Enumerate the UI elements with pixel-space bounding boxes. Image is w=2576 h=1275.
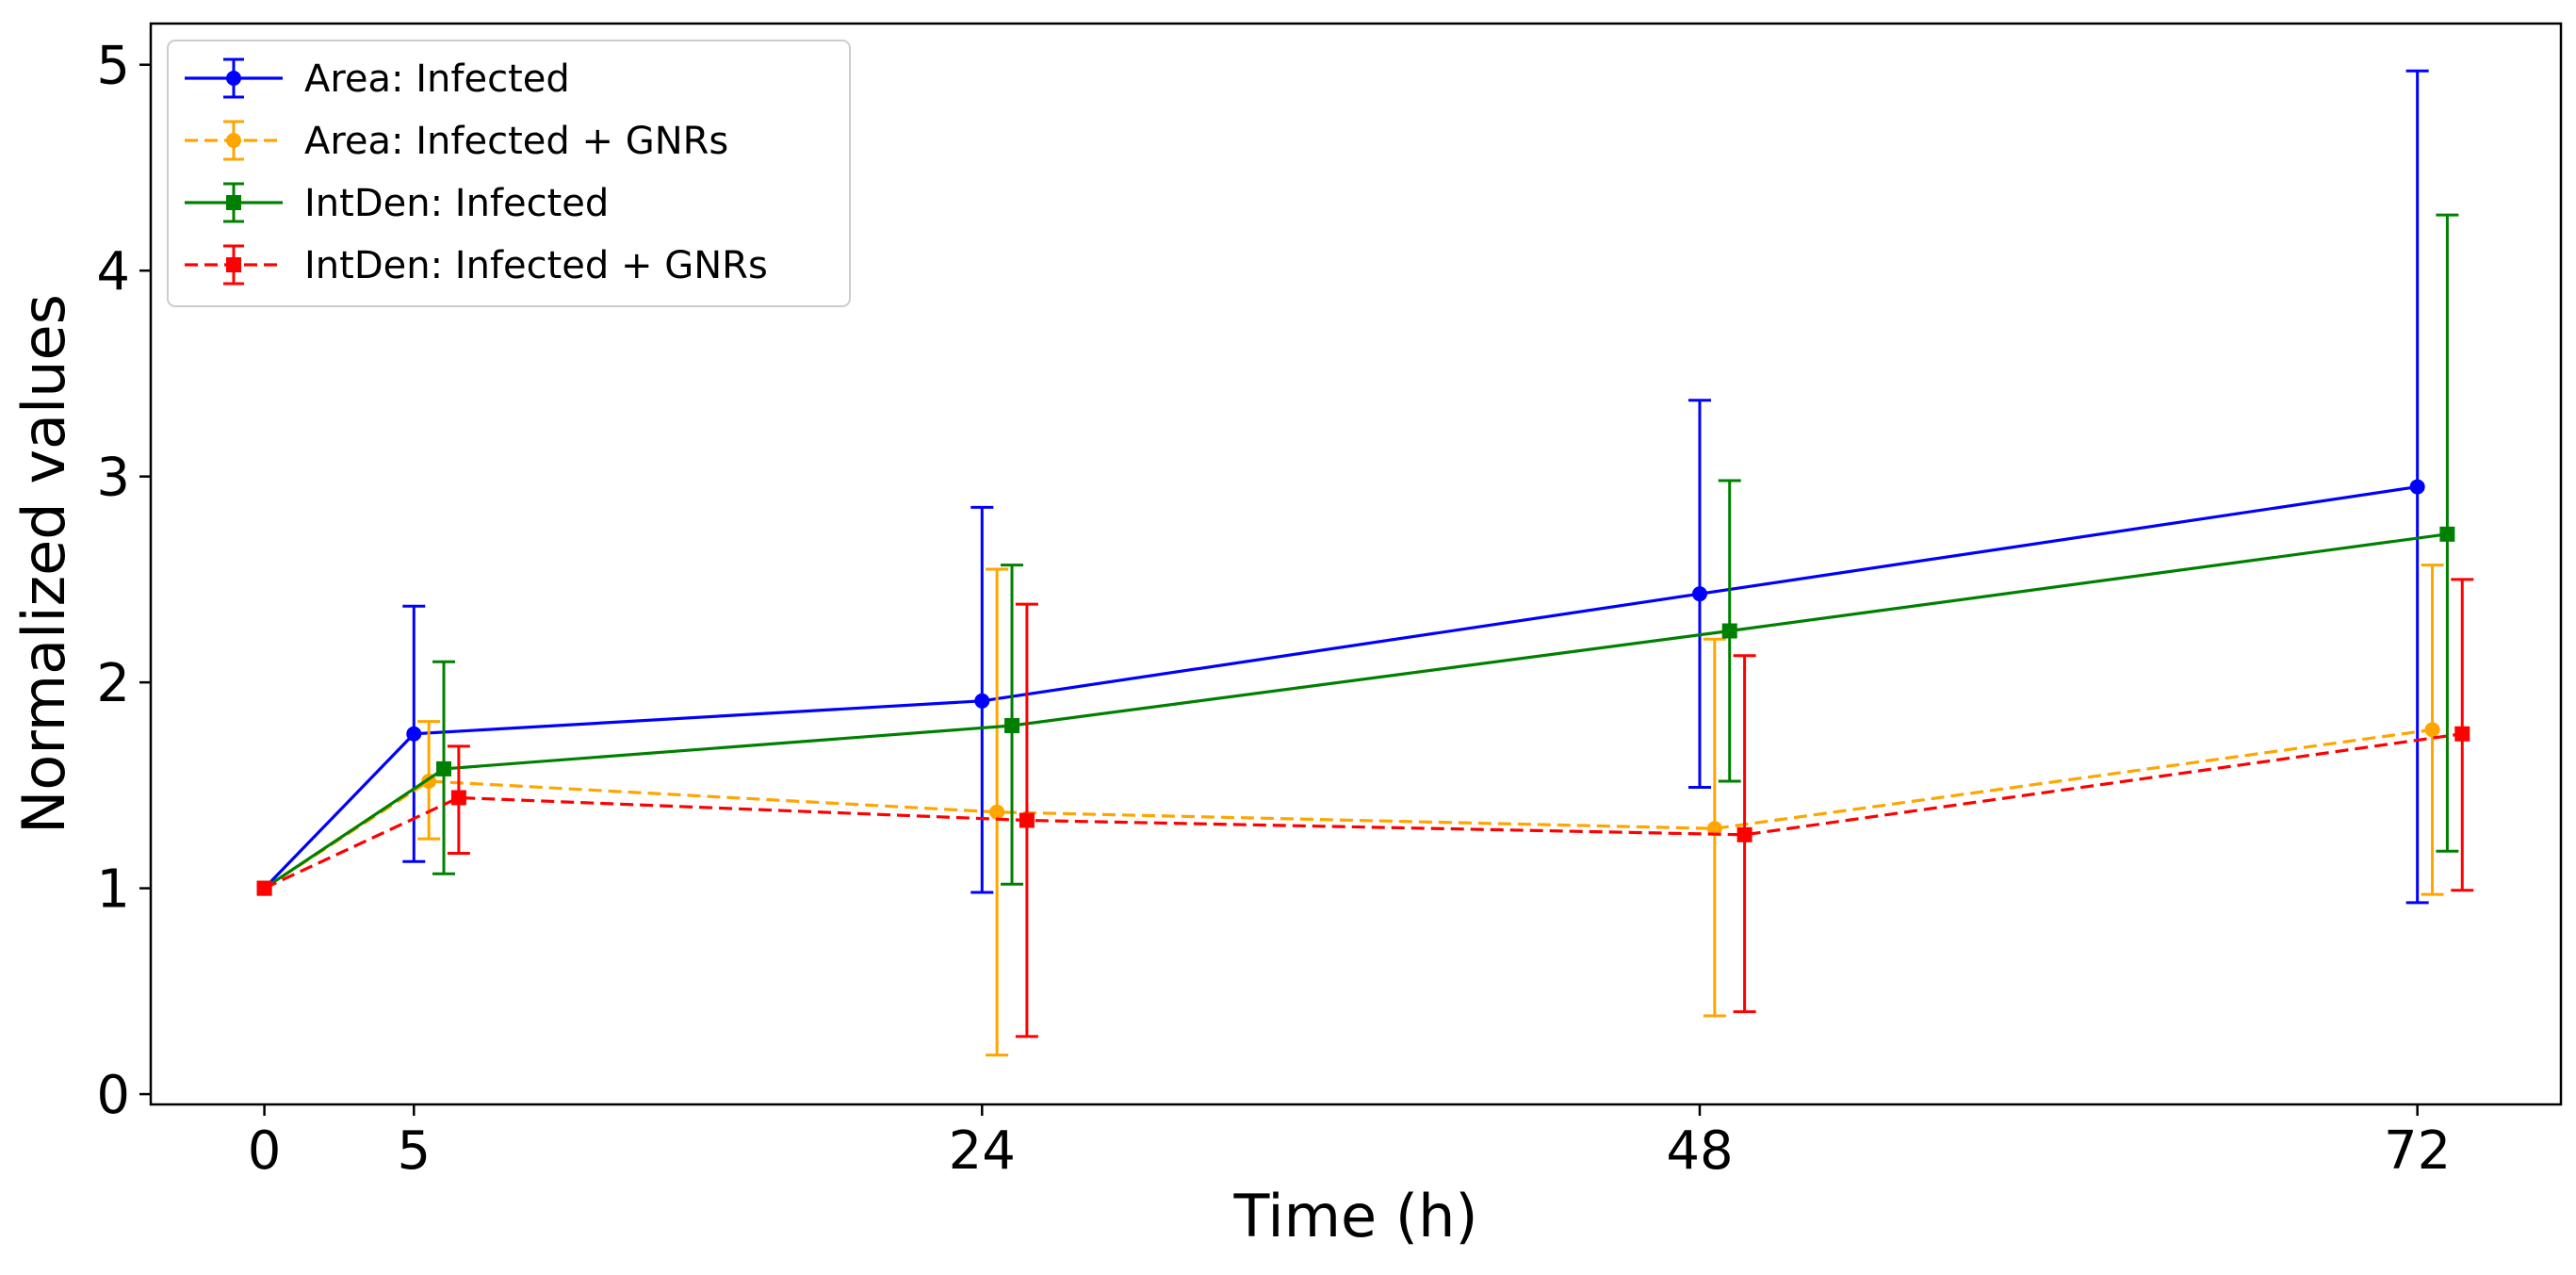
legend-label: IntDen: Infected — [304, 182, 609, 225]
legend-entry: Area: Infected — [185, 57, 570, 101]
data-point — [989, 804, 1005, 820]
data-point — [1721, 623, 1737, 639]
data-point — [1691, 586, 1707, 602]
data-point — [1706, 821, 1722, 837]
legend-marker — [226, 195, 241, 210]
data-point — [1004, 718, 1020, 734]
legend: Area: Infected Area: Infected + GNRs IntDe… — [167, 40, 851, 307]
legend-entry: IntDen: Infected — [185, 182, 609, 225]
series-intden-infected-gnrs — [256, 578, 2474, 1038]
series-area-infected-gnrs — [256, 564, 2444, 1057]
x-axis-label: Time (h) — [1232, 1182, 1477, 1250]
legend-label: Area: Infected — [304, 57, 570, 101]
x-tick-label: 5 — [397, 1120, 431, 1182]
y-tick-label: 1 — [96, 859, 130, 921]
y-tick-label: 2 — [96, 653, 130, 714]
series-intden-infected — [256, 213, 2459, 896]
legend-label: IntDen: Infected + GNRs — [304, 244, 768, 287]
series-layer — [256, 69, 2474, 1057]
y-tick-label: 5 — [96, 36, 130, 97]
x-tick-label: 48 — [1666, 1120, 1733, 1182]
series-line — [263, 532, 2448, 890]
legend-marker — [226, 133, 241, 148]
y-tick-label: 4 — [96, 241, 130, 302]
legend-entry: Area: Infected + GNRs — [185, 120, 728, 163]
y-tick-label: 3 — [96, 448, 130, 509]
y-axis-label: Normalized values — [9, 294, 78, 834]
data-point — [974, 693, 990, 709]
legend-marker — [226, 257, 241, 272]
x-tick-label: 24 — [949, 1120, 1016, 1182]
data-point — [1736, 826, 1753, 842]
axes-frame — [149, 22, 2563, 1106]
data-point — [2424, 722, 2440, 738]
x-tick-label: 72 — [2384, 1120, 2451, 1182]
data-point — [256, 880, 272, 896]
legend-entry: IntDen: Infected + GNRs — [185, 244, 768, 287]
data-point — [450, 790, 466, 806]
data-point — [2454, 726, 2470, 742]
data-point — [2439, 526, 2455, 542]
series-line — [263, 727, 2433, 890]
legend-marker — [226, 71, 241, 86]
x-tick-label: 0 — [248, 1120, 282, 1182]
data-point — [406, 726, 422, 742]
ticks-layer: 0 5 24 48 72 0 1 2 3 4 5 — [96, 36, 2451, 1182]
data-point — [1019, 812, 1035, 828]
data-point — [2409, 479, 2425, 495]
plot-frame — [149, 22, 2563, 1106]
legend-box — [167, 40, 851, 307]
data-point — [436, 760, 452, 776]
y-tick-label: 0 — [96, 1065, 130, 1126]
series-area-infected — [256, 69, 2429, 905]
legend-label: Area: Infected + GNRs — [304, 120, 728, 163]
